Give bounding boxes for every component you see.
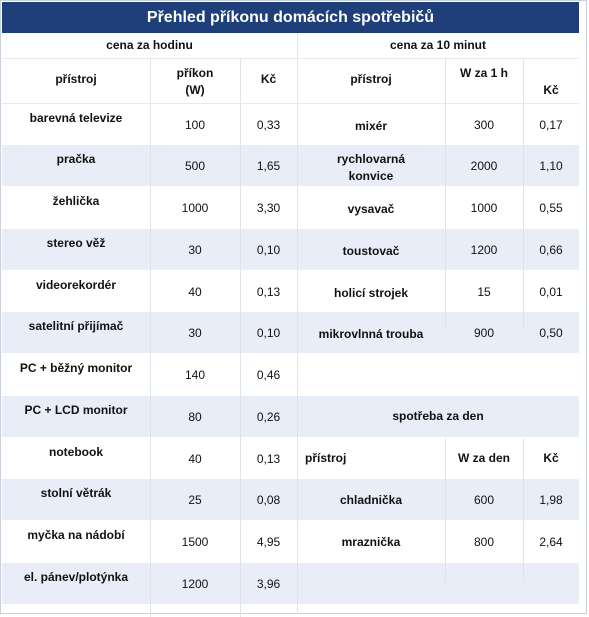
row-shade: [297, 396, 579, 437]
device-name: el. pánev/plotýnka: [23, 570, 129, 584]
section-header-hourly: cena za hodinu: [106, 38, 193, 52]
col-header-power: W za 1 h: [459, 66, 508, 80]
device-name: mraznička: [341, 535, 401, 549]
power-value: 25: [188, 493, 202, 507]
power-value: 600: [473, 493, 495, 507]
row-shade: [297, 479, 579, 520]
price-value: 0,17: [539, 118, 563, 132]
power-value: 100: [184, 118, 206, 132]
table-title: Přehled příkonu domácích spotřebičů: [2, 2, 579, 33]
price-value: 4,95: [256, 535, 281, 549]
power-value: 15: [477, 285, 491, 299]
row-shade: [2, 479, 297, 520]
price-value: 0,55: [539, 201, 563, 215]
price-value: 0,26: [256, 410, 281, 424]
device-name: žehlička: [52, 194, 100, 208]
price-value: 0,10: [256, 243, 281, 257]
col-header-power: příkon (W): [176, 66, 214, 97]
power-value: 80: [188, 410, 202, 424]
price-value: 0,46: [256, 368, 281, 382]
price-value: 0,33: [256, 118, 281, 132]
power-value: 140: [184, 368, 206, 382]
price-value: 1,10: [539, 159, 563, 173]
device-name: notebook: [49, 445, 103, 459]
device-name: mikrovlnná trouba: [318, 327, 424, 341]
power-value: 1200: [470, 243, 498, 257]
power-value: 40: [188, 285, 202, 299]
device-name: chladnička: [339, 493, 403, 507]
power-value: 500: [184, 159, 206, 173]
price-value: 3,96: [256, 577, 281, 591]
row-shade: [2, 312, 297, 353]
device-name: satelitní přijímač: [28, 319, 124, 333]
price-value: 0,01: [539, 285, 563, 299]
price-value: 0,10: [256, 326, 281, 340]
grid-line: [523, 59, 524, 330]
device-name: toustovač: [342, 244, 400, 258]
device-name: PC + LCD monitor: [24, 403, 128, 417]
power-value: 2000: [470, 159, 498, 173]
power-value: 1500: [181, 535, 209, 549]
device-name: stolní větrák: [40, 486, 112, 500]
price-value: 1,65: [256, 159, 281, 173]
device-name: rychlovarná konvice: [336, 152, 406, 183]
grid-line: [523, 438, 524, 582]
power-value: 1000: [470, 201, 498, 215]
power-value: 900: [473, 326, 495, 340]
col-header-device: přístroj: [55, 72, 97, 86]
device-name: myčka na nádobí: [27, 528, 125, 542]
power-value: 300: [473, 118, 495, 132]
grid-line: [297, 33, 298, 614]
device-name: PC + běžný monitor: [19, 361, 133, 375]
row-shade: [2, 396, 297, 437]
grid-line: [445, 59, 446, 330]
price-value: 0,50: [539, 326, 563, 340]
device-name: stereo věž: [46, 236, 106, 250]
price-value: 0,66: [539, 243, 563, 257]
power-value: 800: [473, 535, 495, 549]
grid-line: [2, 103, 579, 104]
row-shade: [2, 145, 297, 186]
device-name: mixér: [354, 119, 388, 133]
device-name: holicí strojek: [333, 286, 409, 300]
price-value: 3,30: [256, 201, 281, 215]
grid-line: [240, 59, 241, 617]
col-header-device: přístroj: [350, 72, 392, 86]
col-header-price: Kč: [543, 451, 559, 465]
price-value: 1,98: [539, 493, 563, 507]
section-header-10min: cena za 10 minut: [389, 38, 487, 52]
grid-line: [2, 58, 579, 59]
device-name: vysavač: [347, 202, 395, 216]
col-header-device: přístroj: [305, 451, 347, 465]
power-value: 30: [188, 326, 202, 340]
row-shade: [297, 145, 579, 186]
col-header-price: Kč: [260, 72, 277, 86]
row-shade: [297, 312, 579, 353]
device-name: pračka: [56, 152, 96, 166]
col-header-power: W za den: [457, 451, 510, 465]
section-header-daily: spotřeba za den: [392, 409, 484, 423]
row-shade: [297, 563, 579, 604]
device-name: videorekordér: [35, 278, 117, 292]
price-value: 0,08: [256, 493, 281, 507]
price-value: 2,64: [539, 535, 563, 549]
row-shade: [2, 563, 297, 604]
power-value: 30: [188, 243, 202, 257]
price-value: 0,13: [256, 285, 281, 299]
price-value: 0,13: [256, 452, 281, 466]
power-value: 1000: [181, 201, 209, 215]
row-shade: [2, 229, 297, 270]
row-shade: [297, 229, 579, 270]
power-value: 40: [188, 452, 202, 466]
power-value: 1200: [181, 577, 209, 591]
device-name: barevná televize: [29, 111, 123, 125]
grid-line: [445, 438, 446, 582]
col-header-price: Kč: [543, 83, 559, 97]
grid-line: [150, 59, 151, 617]
